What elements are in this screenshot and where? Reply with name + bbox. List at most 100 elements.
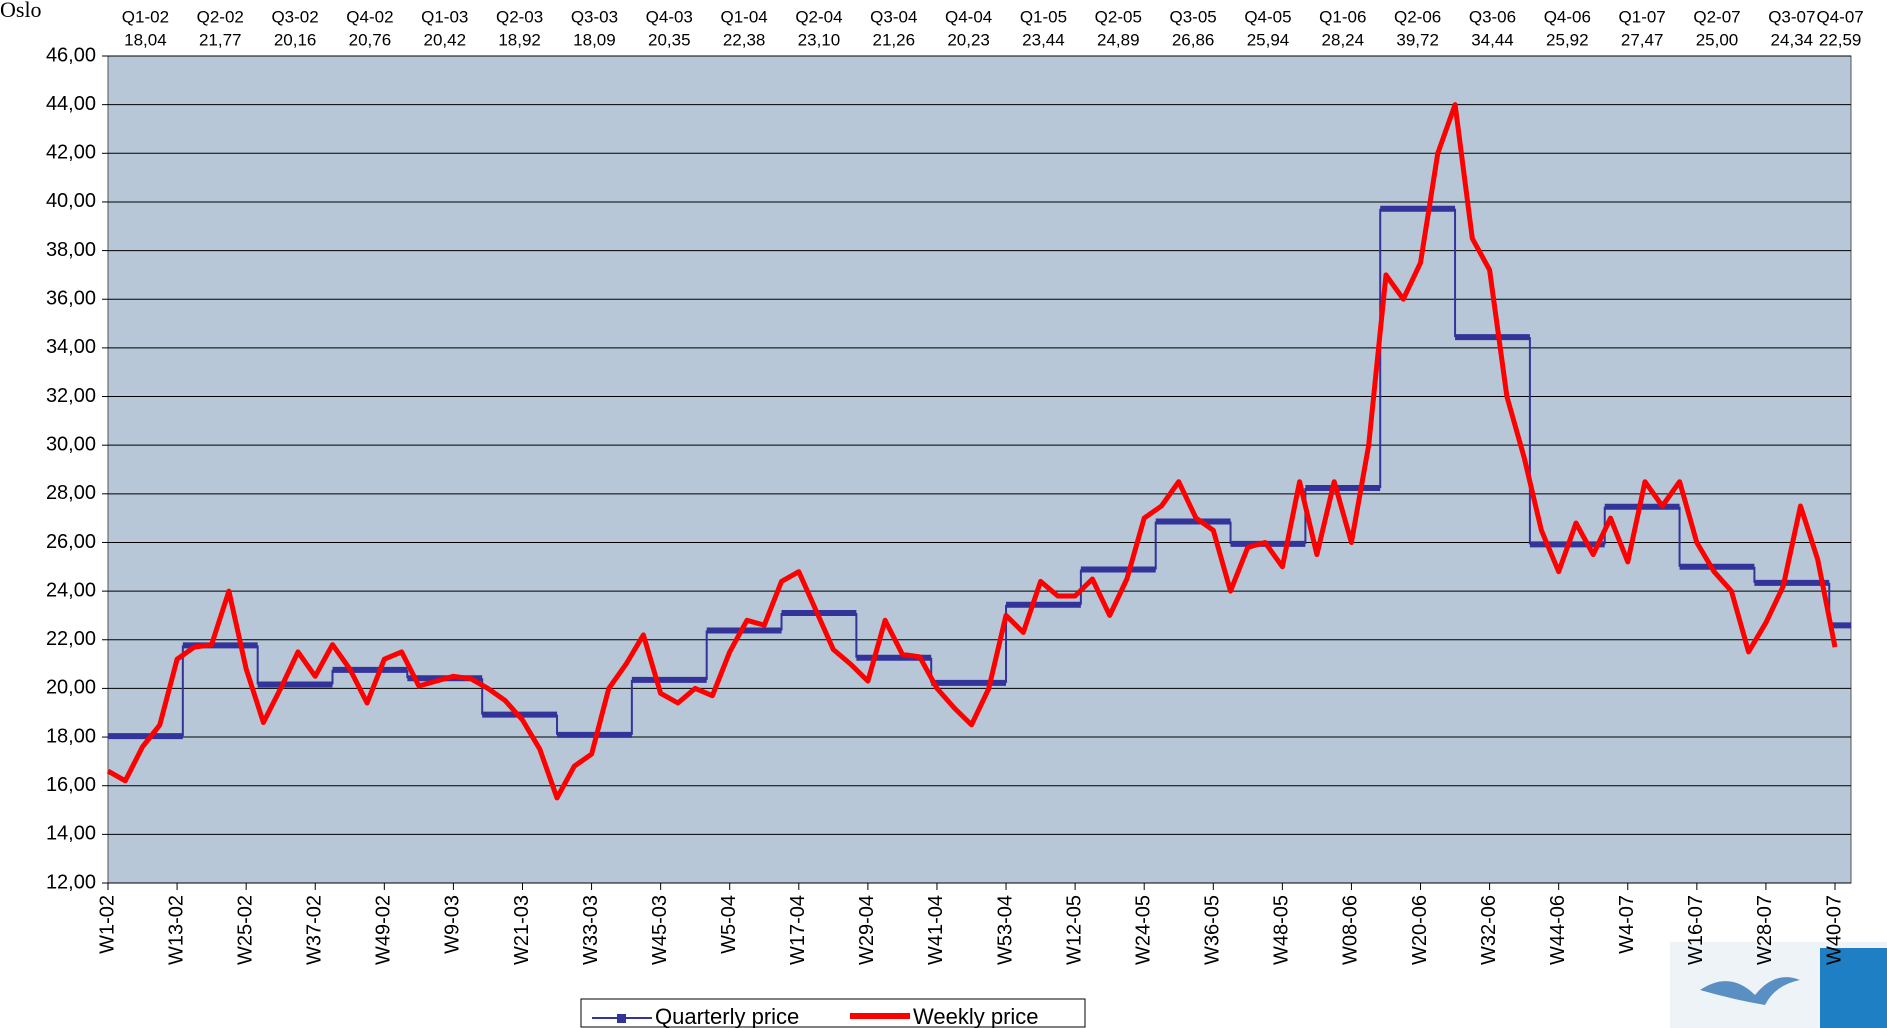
quarter-label: Q1-05 [1020,7,1067,26]
y-tick-label: 42,00 [46,142,96,164]
x-tick-label: W4-07 [1616,895,1638,954]
y-tick-label: 26,00 [46,531,96,553]
y-tick-label: 28,00 [46,482,96,504]
y-tick-label: 38,00 [46,239,96,261]
plot [102,56,1851,890]
x-tick-label: W32-06 [1478,895,1500,965]
x-tick-label: W13-02 [165,895,187,965]
quarter-value-label: 21,77 [199,30,242,49]
y-tick-label: 16,00 [46,774,96,796]
y-tick-label: 12,00 [46,871,96,893]
quarter-label: Q4-07 [1816,7,1863,26]
quarter-label: Q3-02 [271,7,318,26]
y-tick-label: 36,00 [46,288,96,310]
quarter-value-label: 28,24 [1322,30,1365,49]
quarter-value-label: 18,04 [124,30,167,49]
y-tick-label: 44,00 [46,93,96,115]
quarter-label: Q4-05 [1244,7,1291,26]
y-tick-label: 20,00 [46,677,96,699]
quarter-value-label: 39,72 [1396,30,1439,49]
y-tick-label: 30,00 [46,433,96,455]
quarter-label: Q2-03 [496,7,543,26]
quarter-value-label: 20,16 [274,30,317,49]
legend: Quarterly price Weekly price [581,999,1085,1028]
x-tick-label: W9-03 [442,895,464,954]
quarter-label: Q4-04 [945,7,992,26]
page: Oslo 12,00 14,00 16,00 18,00 20,00 22,00 24,00… [0,0,1887,1028]
quarter-label: Q2-06 [1394,7,1441,26]
x-tick-label: W53-04 [994,895,1016,965]
quarter-value-label: 25,00 [1696,30,1739,49]
y-tick-label: 22,00 [46,628,96,650]
legend-swatch-marker [617,1014,626,1023]
quarter-label: Q2-02 [197,7,244,26]
x-tick-label: W45-03 [649,895,671,965]
quarter-label: Q3-06 [1469,7,1516,26]
x-tick-label: W16-07 [1685,895,1707,965]
chart: Oslo 12,00 14,00 16,00 18,00 20,00 22,00 24,00… [0,0,1887,1028]
quarter-value-label: 24,34 [1771,30,1814,49]
quarter-label: Q4-06 [1544,7,1591,26]
quarter-label: Q2-05 [1095,7,1142,26]
quarter-value-label: 21,26 [873,30,916,49]
y-tick-label: 18,00 [46,725,96,747]
quarter-label: Q3-03 [571,7,618,26]
quarter-value-label: 22,38 [723,30,766,49]
y-tick-label: 14,00 [46,823,96,845]
x-tick-label: W28-07 [1754,895,1776,965]
x-tick-label: W17-04 [787,895,809,965]
quarter-value-label: 34,44 [1471,30,1514,49]
quarter-label: Q3-07 [1768,7,1815,26]
y-tick-label: 46,00 [46,44,96,66]
x-tick-label: W08-06 [1340,895,1362,965]
x-tick-label: W44-06 [1547,895,1569,965]
quarter-value-label: 25,92 [1546,30,1589,49]
x-tick-label: W36-05 [1202,895,1224,965]
quarter-value-label: 23,44 [1022,30,1065,49]
legend-label: Quarterly price [655,1004,799,1028]
quarter-value-label: 27,47 [1621,30,1664,49]
x-tick-label: W12-05 [1063,895,1085,965]
quarter-value-label: 20,23 [947,30,990,49]
quarter-label: Q2-04 [795,7,842,26]
chart-title: Oslo [0,0,42,22]
quarter-value-label: 25,94 [1247,30,1290,49]
quarter-label: Q4-02 [346,7,393,26]
legend-label: Weekly price [913,1004,1039,1028]
y-tick-label: 34,00 [46,336,96,358]
x-tick-label: W33-03 [580,895,602,965]
quarter-label: Q1-07 [1619,7,1666,26]
x-tick-label: W5-04 [718,895,740,954]
y-tick-label: 24,00 [46,579,96,601]
quarter-value-label: 20,35 [648,30,691,49]
y-tick-label: 32,00 [46,385,96,407]
quarter-label: Q1-02 [122,7,169,26]
quarter-label: Q2-07 [1693,7,1740,26]
quarter-label: Q1-06 [1319,7,1366,26]
x-tick-label: W41-04 [925,895,947,965]
plot-area [108,56,1851,883]
y-tick-label: 40,00 [46,190,96,212]
quarter-value-label: 24,89 [1097,30,1140,49]
x-tick-label: W21-03 [511,895,533,965]
x-tick-label: W40-07 [1823,895,1845,965]
x-tick-label: W37-02 [304,895,326,965]
x-tick-label: W25-02 [234,895,256,965]
quarter-value-label: 22,59 [1819,30,1862,49]
quarter-label: Q1-04 [720,7,767,26]
x-tick-label: W49-02 [373,895,395,965]
quarter-label: Q3-04 [870,7,917,26]
x-tick-label: W48-05 [1271,895,1293,965]
quarter-value-label: 20,42 [423,30,466,49]
quarter-label: Q3-05 [1170,7,1217,26]
quarter-value-label: 23,10 [798,30,841,49]
x-tick-label: W20-06 [1409,895,1431,965]
quarter-label: Q1-03 [421,7,468,26]
x-tick-label: W29-04 [856,895,878,965]
x-tick-label: W24-05 [1132,895,1154,965]
quarter-value-label: 18,09 [573,30,616,49]
quarter-value-label: 26,86 [1172,30,1215,49]
quarter-value-label: 20,76 [349,30,392,49]
quarter-label: Q4-03 [646,7,693,26]
x-tick-label: W1-02 [96,895,118,954]
